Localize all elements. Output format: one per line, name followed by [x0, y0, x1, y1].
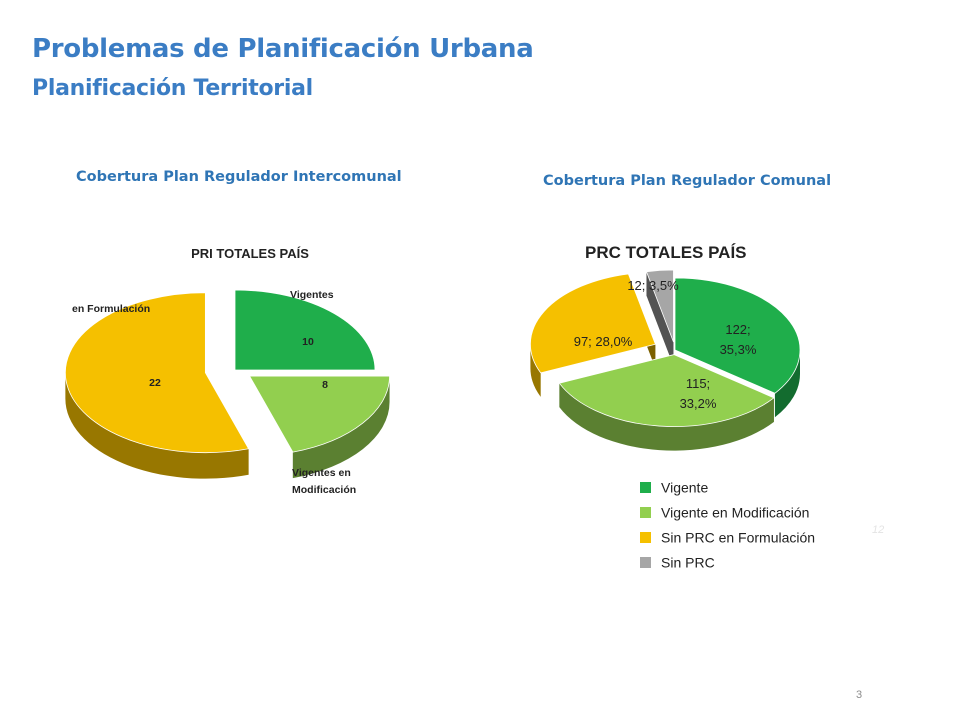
page-title: Problemas de Planificación Urbana — [32, 34, 534, 64]
page-subtitle: Planificación Territorial — [32, 76, 313, 101]
legend-swatch-vigente-en-modificacion — [640, 507, 651, 518]
category-label-vigentes: Vigentes — [290, 289, 334, 301]
prc-pie-chart: PRC TOTALES PAÍS 122; 35,3% 115; 33,2% 97; 28… — [530, 243, 815, 571]
page-number: 3 — [856, 689, 863, 701]
legend-label-vigente: Vigente — [661, 480, 708, 496]
data-label-vigentes-en-modificacion: 8 — [322, 379, 328, 391]
data-label-vigente-en-modificacion-2: 33,2% — [680, 396, 717, 411]
category-label-vigentes-en-modificacion-line2: Modificación — [292, 484, 356, 496]
chart-title: PRI TOTALES PAÍS — [191, 246, 309, 261]
pie-side-vigentes-en-modificacion — [292, 376, 390, 479]
pie-side-vigente-en-modificacion — [559, 383, 774, 451]
pie-side-en-formulacion — [65, 372, 249, 479]
data-label-vigentes: 10 — [302, 336, 314, 348]
chart-legend: Vigente Vigente en Modificación Sin PRC en… — [640, 480, 815, 571]
pri-pie-chart: PRI TOTALES PAÍS 10 8 22 Vigentes Vigentes en… — [64, 246, 390, 496]
legend-swatch-vigente — [640, 482, 651, 493]
pie-slice-vigentes — [234, 289, 376, 371]
category-label-en-formulacion: en Formulación — [72, 303, 150, 315]
pie-side-vigente — [774, 350, 800, 418]
left-chart-caption: Cobertura Plan Regulador Intercomunal — [76, 169, 402, 185]
pie-body — [65, 372, 390, 479]
pie-cut-sin-prc — [646, 271, 674, 366]
legend-label-sin-prc-en-formulacion: Sin PRC en Formulación — [661, 530, 815, 546]
pie-slice-en-formulacion — [64, 292, 250, 454]
data-label-sin-prc: 12; 3,5% — [627, 278, 679, 293]
pie-slice-sin-prc — [645, 269, 674, 343]
data-label-vigente-2: 35,3% — [720, 342, 757, 357]
data-label-vigente-1: 122; — [725, 322, 750, 337]
legend-label-sin-prc: Sin PRC — [661, 555, 715, 571]
pie-slice-vigentes-en-modificacion — [248, 375, 390, 453]
pie-slice-vigente — [674, 277, 801, 394]
data-label-sin-prc-en-formulacion: 97; 28,0% — [574, 334, 633, 349]
ghost-text: 12 — [872, 524, 885, 536]
legend-swatch-sin-prc-en-formulacion — [640, 532, 651, 543]
data-label-vigente-en-modificacion-1: 115; — [686, 376, 710, 391]
legend-swatch-sin-prc — [640, 557, 651, 568]
category-label-vigentes-en-modificacion-line1: Vigentes en — [292, 467, 351, 479]
pie-side-sin-prc-en-formulacion — [530, 344, 541, 397]
pie-slice-vigente-en-modificacion — [558, 354, 775, 427]
legend-label-vigente-en-modificacion: Vigente en Modificación — [661, 505, 809, 521]
chart-title: PRC TOTALES PAÍS — [585, 243, 747, 262]
pie-slice-sin-prc-en-formulacion — [530, 273, 656, 374]
right-chart-caption: Cobertura Plan Regulador Comunal — [543, 173, 832, 189]
data-label-en-formulacion: 22 — [149, 377, 161, 389]
